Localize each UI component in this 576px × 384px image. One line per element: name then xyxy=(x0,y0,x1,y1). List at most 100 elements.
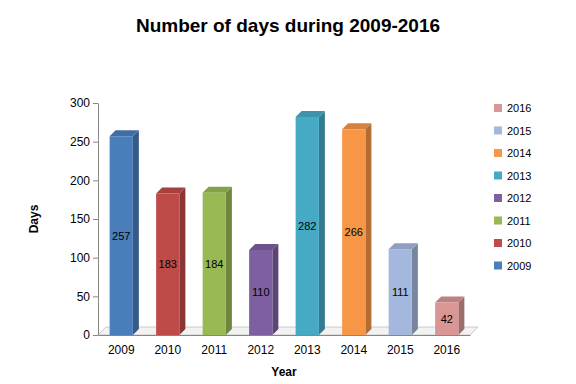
x-tick-label: 2010 xyxy=(154,343,181,357)
y-tick-mark xyxy=(93,180,98,181)
legend-swatch xyxy=(494,194,502,202)
data-label: 266 xyxy=(345,226,363,238)
legend-label: 2016 xyxy=(507,102,531,114)
legend-item: 2011 xyxy=(494,215,531,227)
y-axis-line xyxy=(98,104,99,336)
y-tick-mark xyxy=(93,219,98,220)
y-tick-mark xyxy=(93,258,98,259)
legend-swatch xyxy=(494,104,502,112)
bar-side xyxy=(365,123,371,335)
y-tick-label: 300 xyxy=(70,96,90,110)
y-tick: 250 xyxy=(70,135,98,149)
legend-label: 2010 xyxy=(507,237,531,249)
floor xyxy=(98,327,478,335)
legend-item: 2015 xyxy=(494,125,531,137)
x-axis: 2009 2010 2011 2012 2013 2014 2015 2016 xyxy=(99,335,471,357)
y-tick-mark xyxy=(93,142,98,143)
y-axis-title: Days xyxy=(27,204,41,233)
legend-swatch xyxy=(494,127,502,135)
legend-item: 2010 xyxy=(494,237,531,249)
legend-swatch xyxy=(494,262,502,270)
bar-side xyxy=(458,297,464,335)
y-tick: 50 xyxy=(77,290,98,304)
bar-top xyxy=(110,130,139,136)
legend-label: 2012 xyxy=(507,192,531,204)
bar-side xyxy=(179,187,185,335)
x-tick: 2011 xyxy=(201,335,227,357)
legend-item: 2016 xyxy=(494,102,531,114)
y-tick-mark xyxy=(93,103,98,104)
y-tick-label: 250 xyxy=(70,135,90,149)
y-tick: 0 xyxy=(83,328,98,342)
bar xyxy=(249,250,272,335)
data-label: 183 xyxy=(159,258,177,270)
bar xyxy=(203,193,226,335)
y-tick-label: 100 xyxy=(70,251,90,265)
bar-top xyxy=(435,297,464,303)
x-tick: 2015 xyxy=(387,335,414,357)
bar-top xyxy=(389,243,418,249)
bar xyxy=(296,117,319,335)
y-tick: 100 xyxy=(70,251,98,265)
data-label: 111 xyxy=(392,286,409,298)
title: Number of days during 2009-2016 xyxy=(136,15,440,36)
data-labels: 25718318411028226611142 xyxy=(112,220,453,325)
data-label: 184 xyxy=(205,258,223,270)
x-tick: 2014 xyxy=(340,335,367,357)
y-tick: 300 xyxy=(70,96,98,110)
bar-top xyxy=(296,111,325,117)
bar-side xyxy=(319,111,325,335)
legend-item: 2014 xyxy=(494,147,531,159)
bar-top xyxy=(203,187,232,193)
x-axis-title: Year xyxy=(271,365,297,379)
x-tick-label: 2014 xyxy=(340,343,367,357)
y-tick: 200 xyxy=(70,174,98,188)
data-label: 257 xyxy=(112,230,130,242)
legend-label: 2011 xyxy=(507,215,531,227)
bar-side xyxy=(412,243,418,335)
x-tick-label: 2016 xyxy=(433,343,460,357)
y-tick-label: 150 xyxy=(70,212,90,226)
bar-side xyxy=(226,187,232,335)
y-tick-label: 50 xyxy=(77,290,91,304)
bar xyxy=(389,249,412,335)
y-tick-mark xyxy=(93,296,98,297)
data-label: 282 xyxy=(298,220,316,232)
bar xyxy=(110,136,133,335)
y-axis: 0 50 100 150 200 250 300 xyxy=(70,96,99,342)
x-tick: 2013 xyxy=(294,335,321,357)
x-tick-label: 2009 xyxy=(108,343,135,357)
x-tick: 2010 xyxy=(154,335,181,357)
chart: Number of days during 2009-2016 0 50 100 150… xyxy=(0,0,576,384)
legend-swatch xyxy=(494,149,502,157)
bar xyxy=(156,193,179,335)
legend-swatch xyxy=(494,239,502,247)
bar-top xyxy=(156,187,185,193)
legend-label: 2014 xyxy=(507,147,531,159)
data-label: 42 xyxy=(441,313,453,325)
y-tick-label: 200 xyxy=(70,174,90,188)
bar xyxy=(342,129,365,335)
bar xyxy=(435,303,458,335)
y-tick-mark xyxy=(93,335,98,336)
legend-item: 2012 xyxy=(494,192,531,204)
x-tick-label: 2013 xyxy=(294,343,321,357)
bar-side xyxy=(133,130,139,335)
bar-top xyxy=(249,244,278,250)
x-tick: 2016 xyxy=(433,335,460,357)
x-tick: 2012 xyxy=(247,335,274,357)
legend-label: 2009 xyxy=(507,260,531,272)
legend-label: 2013 xyxy=(507,170,531,182)
bar-side xyxy=(272,244,278,335)
y-tick-label: 0 xyxy=(83,328,90,342)
legend-label: 2015 xyxy=(507,125,531,137)
legend-item: 2013 xyxy=(494,170,531,182)
legend-swatch xyxy=(494,172,502,180)
legend: 2016 2015 2014 2013 2012 2011 2010 2009 xyxy=(494,102,531,272)
x-tick-label: 2012 xyxy=(247,343,274,357)
x-tick-label: 2011 xyxy=(201,343,227,357)
bars xyxy=(110,111,465,335)
y-tick: 150 xyxy=(70,212,98,226)
x-axis-line xyxy=(99,335,471,336)
x-tick: 2009 xyxy=(108,335,135,357)
